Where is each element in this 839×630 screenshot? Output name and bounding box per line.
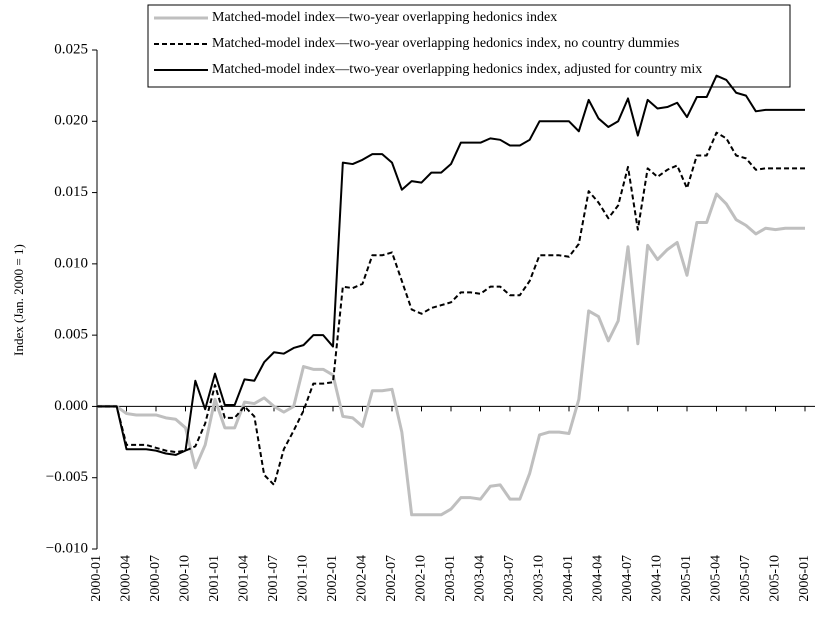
x-tick-label: 2004-10 <box>650 555 665 602</box>
y-tick-label: 0.005 <box>54 327 88 343</box>
series-line <box>97 192 805 517</box>
x-tick-label: 2004-04 <box>591 555 606 602</box>
x-tick-label: 2000-10 <box>178 555 193 602</box>
y-tick-label: 0.025 <box>54 41 88 57</box>
x-tick-label: 2003-07 <box>502 555 517 602</box>
x-tick-label: 2005-10 <box>768 555 783 602</box>
y-tick-label: −0.005 <box>46 469 88 485</box>
x-tick-label: 2004-01 <box>561 555 576 602</box>
x-tick-label: 2000-04 <box>119 555 134 602</box>
x-tick-label: 2003-01 <box>443 555 458 602</box>
y-tick-label: 0.020 <box>54 113 88 129</box>
x-tick-label: 2002-10 <box>414 555 429 602</box>
series-line <box>97 74 805 456</box>
x-tick-label: 2002-04 <box>355 555 370 602</box>
x-tick-label: 2000-07 <box>148 555 163 602</box>
x-tick-label: 2003-10 <box>532 555 547 602</box>
x-tick-label: 2002-07 <box>384 555 399 602</box>
x-tick-label: 2001-07 <box>266 555 281 602</box>
x-tick-label: 2006-01 <box>797 555 812 602</box>
x-tick-label: 2005-04 <box>709 555 724 602</box>
x-tick-label: 2005-07 <box>738 555 753 602</box>
y-tick-label: 0.015 <box>54 184 88 200</box>
x-tick-label: 2000-01 <box>89 555 104 602</box>
x-tick-label: 2004-07 <box>620 555 635 602</box>
x-tick-label: 2001-10 <box>296 555 311 602</box>
x-tick-label: 2001-01 <box>207 555 222 602</box>
series-line <box>97 131 805 486</box>
x-tick-label: 2002-01 <box>325 555 340 602</box>
legend-label: Matched-model index—two-year overlapping… <box>212 36 679 51</box>
y-tick-label: 0.010 <box>54 255 88 271</box>
y-tick-label: 0.000 <box>54 398 88 414</box>
y-tick-label: −0.010 <box>46 540 88 556</box>
x-tick-label: 2005-01 <box>679 555 694 602</box>
legend-label: Matched-model index—two-year overlapping… <box>212 10 557 25</box>
y-axis-label: Index (Jan. 2000 = 1) <box>11 244 26 356</box>
legend-label: Matched-model index—two-year overlapping… <box>212 62 702 77</box>
legend-box <box>147 4 791 88</box>
x-tick-label: 2003-04 <box>473 555 488 602</box>
x-tick-label: 2001-04 <box>237 555 252 602</box>
